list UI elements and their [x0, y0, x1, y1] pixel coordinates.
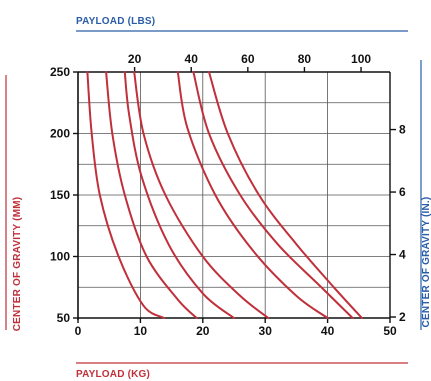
payload-curves — [86, 71, 363, 319]
x-kg-tick-label: 10 — [134, 324, 148, 338]
axes — [73, 67, 396, 323]
y-mm-tick-label: 250 — [50, 65, 70, 79]
x-lbs-tick-label: 60 — [241, 52, 255, 66]
right-axis-title: CENTER OF GRAVITY (IN.) — [421, 197, 431, 328]
left-axis-title: CENTER OF GRAVITY (MM) — [12, 197, 23, 332]
y-in-tick-label: 8 — [399, 123, 406, 137]
y-mm-tick-label: 200 — [50, 127, 70, 141]
payload-curve-6 — [192, 71, 354, 319]
payload-curve-4 — [133, 71, 270, 319]
x-lbs-tick-label: 80 — [298, 52, 312, 66]
tick-labels: 0 10 20 30 40 50 50 100 150 200 250 20 40 60 80 100 2 4 6 8 — [50, 52, 406, 338]
payload-curve-1 — [86, 71, 166, 319]
y-in-tick-label: 6 — [399, 185, 406, 199]
bottom-axis-title: PAYLOAD (KG) — [76, 369, 150, 380]
x-kg-tick-label: 30 — [259, 324, 273, 338]
payload-curve-7 — [208, 71, 363, 319]
x-lbs-tick-label: 100 — [351, 52, 371, 66]
x-kg-tick-label: 50 — [383, 324, 397, 338]
y-in-tick-label: 2 — [399, 310, 406, 324]
payload-curve-5 — [176, 71, 329, 319]
payload-curve-3 — [123, 71, 235, 319]
x-kg-tick-label: 20 — [196, 324, 210, 338]
y-mm-tick-label: 150 — [50, 188, 70, 202]
x-kg-tick-label: 0 — [75, 324, 82, 338]
x-lbs-tick-label: 20 — [128, 52, 142, 66]
y-mm-tick-label: 50 — [57, 311, 71, 325]
y-mm-tick-label: 100 — [50, 250, 70, 264]
payload-curve-2 — [105, 71, 198, 319]
x-lbs-tick-label: 40 — [185, 52, 199, 66]
y-in-tick-label: 4 — [399, 248, 406, 262]
top-axis-title: PAYLOAD (LBS) — [76, 16, 155, 27]
x-kg-tick-label: 40 — [321, 324, 335, 338]
